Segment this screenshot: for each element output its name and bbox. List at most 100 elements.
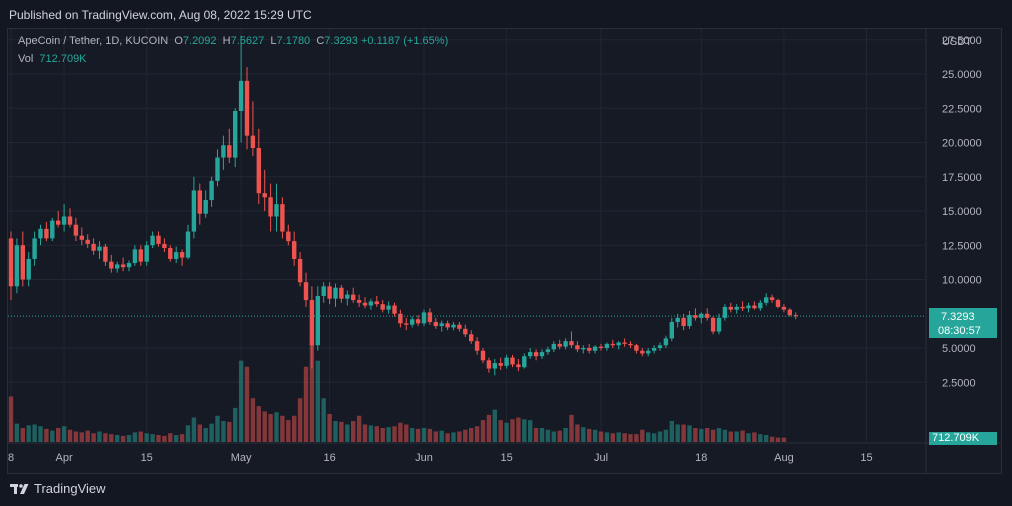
volume-bar — [516, 417, 521, 442]
volume-bar — [268, 414, 273, 442]
volume-bar — [56, 428, 61, 442]
candle-body — [103, 246, 108, 262]
volume-bar — [404, 424, 409, 442]
candle-body — [274, 204, 279, 217]
candle-body — [616, 342, 621, 346]
volume-bar — [79, 432, 84, 442]
x-tick-label: 15 — [860, 452, 872, 464]
bar-countdown: 08:30:57 — [938, 325, 981, 338]
volume-bar — [238, 360, 244, 442]
y-tick-label: 17.5000 — [942, 172, 982, 184]
volume-bar — [138, 431, 143, 442]
volume-bar — [233, 407, 238, 442]
candle-body — [498, 363, 503, 366]
candle-body — [740, 306, 745, 309]
volume-label: Vol — [18, 53, 34, 65]
volume-bar — [533, 428, 539, 442]
volume-bar — [209, 423, 214, 442]
candle-body — [292, 241, 297, 259]
volume-bar — [168, 433, 173, 442]
volume-bar — [710, 429, 716, 442]
candle-body — [203, 200, 208, 214]
published-label: Published on TradingView.com, Aug 08, 20… — [9, 8, 312, 22]
candle-body — [592, 346, 598, 351]
candle-body — [663, 338, 669, 346]
candle-body — [115, 264, 120, 269]
volume-bar — [91, 433, 96, 442]
volume-bar — [162, 435, 167, 442]
volume-bar — [563, 428, 568, 442]
candle-body — [126, 263, 132, 268]
volume-bar — [351, 421, 356, 442]
candle-body — [20, 245, 25, 280]
candle-body — [410, 319, 415, 325]
volume-bar — [67, 429, 73, 442]
symbol-label[interactable]: ApeCoin / Tether, 1D, KUCOIN — [18, 35, 169, 47]
candle-body — [722, 306, 728, 318]
chart-panel[interactable] — [7, 28, 1002, 474]
candle-body — [752, 305, 757, 309]
candle-body — [368, 301, 374, 306]
volume-bar — [256, 406, 261, 442]
volume-bar — [622, 433, 627, 442]
volume-bar — [321, 398, 326, 442]
volume-bar — [410, 428, 415, 442]
volume-bar — [415, 428, 421, 442]
candle-body — [787, 309, 792, 316]
candle-body — [50, 220, 55, 239]
volume-bar — [362, 424, 368, 442]
last-price-value: 7.3293 — [941, 311, 975, 324]
tradingview-logo-icon[interactable] — [10, 483, 30, 495]
volume-bar — [640, 429, 645, 442]
candle-body — [793, 315, 798, 317]
x-tick-label: 15 — [500, 452, 512, 464]
candle-body — [646, 350, 651, 354]
volume-bar — [569, 414, 574, 442]
volume-bar — [457, 431, 462, 442]
candle-body — [675, 317, 680, 322]
volume-bar — [557, 430, 562, 442]
top-bar: Published on TradingView.com, Aug 08, 20… — [0, 0, 1012, 28]
candle-body — [250, 135, 256, 148]
change-value: +0.1187 (+1.65%) — [360, 35, 449, 47]
candle-body — [651, 348, 657, 351]
y-tick-label: 25.0000 — [942, 69, 982, 81]
candle-body — [362, 302, 368, 306]
volume-bar — [120, 435, 126, 442]
close-value: 7.3293 — [324, 35, 358, 47]
candle-body — [351, 294, 356, 301]
candle-body — [32, 238, 37, 259]
candle-body — [256, 147, 261, 194]
candle-body — [575, 345, 580, 350]
tradingview-wordmark[interactable]: TradingView — [34, 481, 106, 496]
candle-body — [716, 317, 722, 332]
candle-body — [374, 301, 379, 305]
volume-bar — [734, 431, 739, 442]
volume-bar — [327, 414, 332, 442]
volume-bar — [728, 431, 733, 442]
candle-body — [522, 356, 527, 368]
candle-body — [510, 357, 515, 365]
candle-body — [533, 352, 539, 357]
last-volume-tag: 712.709K — [929, 432, 997, 445]
ohlc-legend: ApeCoin / Tether, 1D, KUCOIN O7.2092 H7.… — [18, 35, 448, 47]
candle-body — [8, 238, 14, 287]
candle-body — [168, 247, 173, 259]
candle-body — [91, 243, 96, 251]
candle-body — [598, 346, 604, 348]
candle-body — [156, 235, 161, 244]
open-value: 7.2092 — [182, 35, 217, 47]
candle-body — [150, 235, 155, 246]
x-tick-label: Aug — [774, 452, 794, 464]
volume-bar — [185, 425, 191, 442]
candle-body — [563, 341, 568, 347]
volume-bar — [356, 415, 362, 442]
volume-bar — [492, 409, 497, 442]
candle-body — [56, 220, 61, 225]
volume-bar — [85, 430, 90, 442]
candle-body — [227, 145, 232, 158]
y-tick-label: 2.5000 — [942, 377, 976, 389]
x-tick-label: Jul — [594, 452, 608, 464]
volume-bar — [398, 422, 403, 442]
